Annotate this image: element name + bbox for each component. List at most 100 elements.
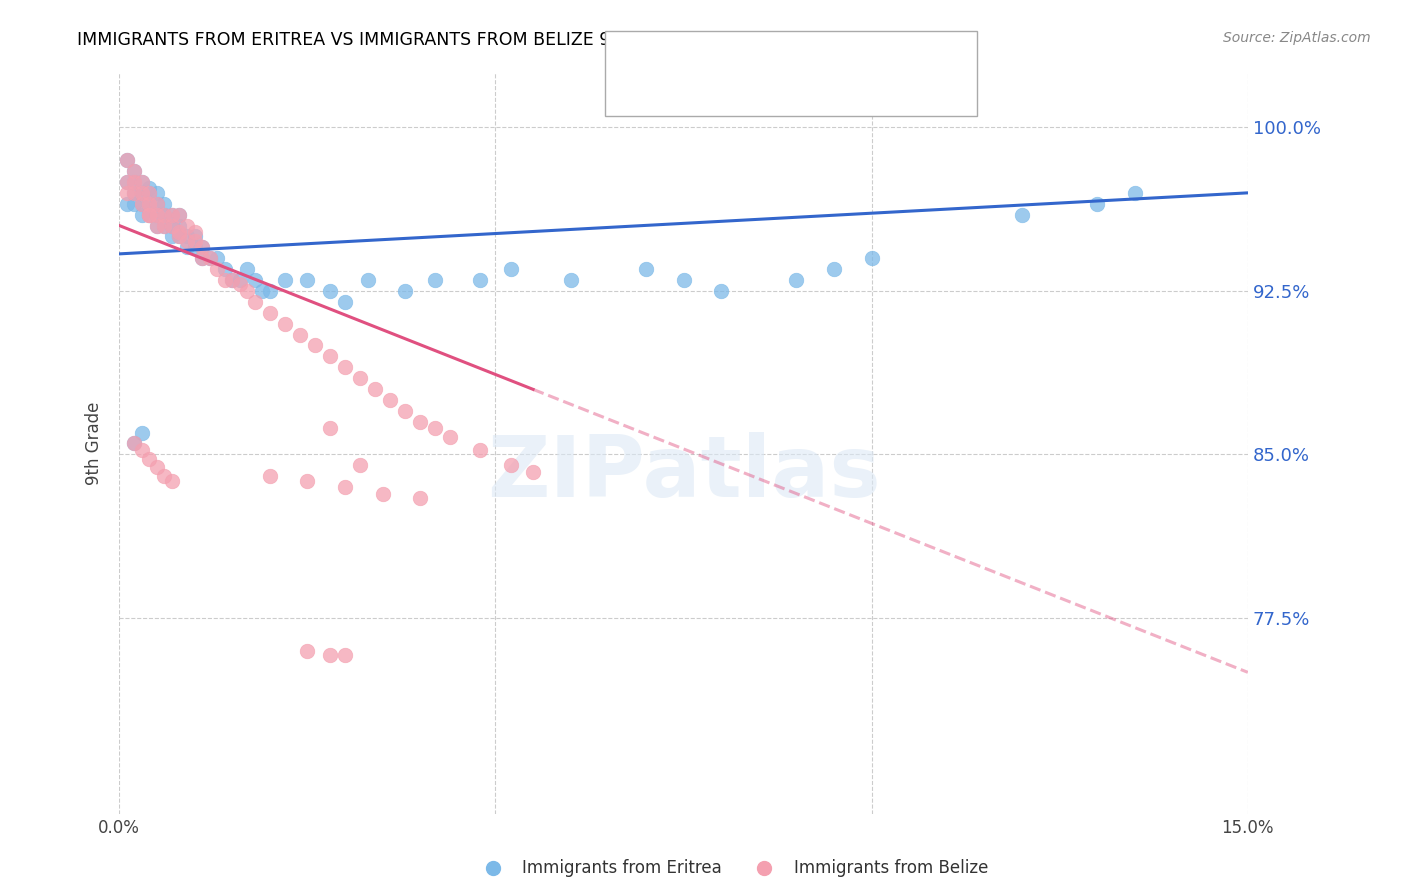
Point	[198, 252, 221, 266]
Point	[176, 240, 198, 254]
Point	[214, 262, 236, 277]
Point	[183, 240, 205, 254]
Point	[274, 273, 297, 287]
Point	[176, 219, 198, 233]
Point	[169, 208, 191, 222]
Point	[319, 349, 342, 363]
Point	[274, 317, 297, 331]
Point	[131, 186, 153, 200]
Point	[288, 327, 311, 342]
Point	[124, 164, 146, 178]
Point	[470, 273, 492, 287]
Point	[124, 196, 146, 211]
Point	[131, 443, 153, 458]
Point	[191, 240, 214, 254]
Point	[378, 392, 401, 407]
Point	[146, 208, 169, 222]
Point	[623, 82, 645, 96]
Point	[169, 229, 191, 244]
Point	[191, 240, 214, 254]
Point	[297, 474, 319, 488]
Point	[1123, 186, 1146, 200]
Point	[124, 186, 146, 200]
Point	[138, 196, 160, 211]
Point	[160, 219, 183, 233]
Point	[169, 225, 191, 239]
Point	[228, 277, 250, 292]
Point	[115, 175, 138, 189]
Point	[153, 219, 176, 233]
Point	[522, 465, 544, 479]
Text: R =: R =	[657, 80, 695, 98]
Point	[319, 284, 342, 298]
Point	[146, 219, 169, 233]
Point	[259, 284, 281, 298]
Point	[259, 306, 281, 320]
Point	[333, 648, 356, 662]
Point	[333, 360, 356, 375]
Point	[146, 460, 169, 475]
Point	[394, 284, 416, 298]
Point	[481, 861, 503, 875]
Point	[319, 421, 342, 435]
Point	[191, 252, 214, 266]
Point	[115, 186, 138, 200]
Point	[439, 430, 461, 444]
Point	[371, 486, 394, 500]
Point	[297, 643, 319, 657]
Point	[710, 284, 733, 298]
Point	[169, 208, 191, 222]
Point	[146, 196, 169, 211]
Point	[138, 208, 160, 222]
Text: N = 68: N = 68	[818, 80, 879, 98]
Point	[191, 252, 214, 266]
Point	[364, 382, 387, 396]
Point	[138, 186, 160, 200]
Point	[169, 229, 191, 244]
Point	[160, 229, 183, 244]
Point	[146, 186, 169, 200]
Point	[138, 186, 160, 200]
Point	[252, 284, 274, 298]
Point	[160, 219, 183, 233]
Point	[138, 181, 160, 195]
Point	[153, 219, 176, 233]
Point	[115, 153, 138, 168]
Point	[124, 175, 146, 189]
Point	[499, 458, 522, 473]
Point	[499, 262, 522, 277]
Point	[176, 234, 198, 248]
Point	[153, 208, 176, 222]
Point	[131, 186, 153, 200]
Point	[297, 273, 319, 287]
Text: N = 64: N = 64	[818, 49, 879, 67]
Point	[349, 371, 371, 385]
Point	[160, 474, 183, 488]
Point	[198, 252, 221, 266]
Point	[131, 425, 153, 440]
Text: R =: R =	[657, 49, 695, 67]
Point	[785, 273, 807, 287]
Point	[672, 273, 695, 287]
Point	[236, 262, 259, 277]
Point	[409, 491, 432, 505]
Point	[560, 273, 582, 287]
Point	[228, 273, 250, 287]
Text: Immigrants from Eritrea: Immigrants from Eritrea	[522, 859, 721, 877]
Point	[169, 219, 191, 233]
Point	[409, 415, 432, 429]
Point	[823, 262, 845, 277]
Point	[153, 208, 176, 222]
Point	[470, 443, 492, 458]
Point	[115, 196, 138, 211]
Point	[124, 164, 146, 178]
Point	[124, 175, 146, 189]
Point	[146, 208, 169, 222]
Point	[160, 208, 183, 222]
Point	[236, 284, 259, 298]
Text: Immigrants from Belize: Immigrants from Belize	[794, 859, 988, 877]
Point	[153, 196, 176, 211]
Point	[131, 196, 153, 211]
Point	[138, 451, 160, 466]
Point	[623, 51, 645, 65]
